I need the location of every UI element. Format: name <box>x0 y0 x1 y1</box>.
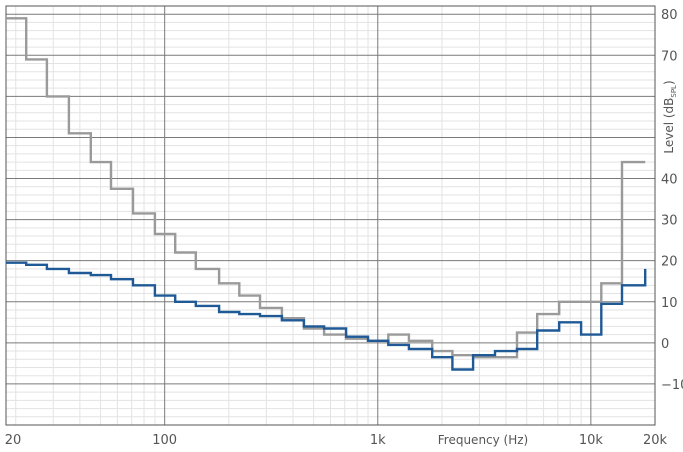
y-tick-label: 30 <box>661 214 678 229</box>
major-grid <box>6 6 655 425</box>
x-axis-label: Frequency (Hz) <box>438 433 529 447</box>
x-tick-label: 10k <box>579 433 604 448</box>
y-tick-label: 10 <box>661 296 678 311</box>
y-tick-label: 40 <box>661 173 678 188</box>
y-tick-label: −10 <box>661 378 683 393</box>
x-tick-label: 20 <box>5 433 22 448</box>
y-tick-label: 0 <box>661 337 669 352</box>
y-axis-label: Level (dBSPL) <box>662 80 678 153</box>
y-axis-label-sub: SPL <box>670 85 678 98</box>
series-layer <box>6 17 647 371</box>
y-axis-label-main: Level (dB <box>662 98 676 154</box>
x-tick-labels: 20 100 1k 10k 20k <box>5 433 668 448</box>
y-axis-label-end: ) <box>662 80 676 85</box>
y-tick-label: 80 <box>661 8 678 23</box>
series-line-1 <box>6 17 646 359</box>
x-tick-label: 20k <box>643 433 668 448</box>
y-tick-labels: 80 70 40 30 20 10 0 −10 <box>661 8 683 393</box>
plot-frame <box>5 5 656 426</box>
minor-grid <box>6 6 655 425</box>
x-tick-label: 1k <box>370 433 386 448</box>
x-tick-label: 100 <box>152 433 177 448</box>
y-tick-label: 70 <box>661 49 678 64</box>
series-line-2 <box>6 261 647 371</box>
y-tick-label: 20 <box>661 255 678 270</box>
